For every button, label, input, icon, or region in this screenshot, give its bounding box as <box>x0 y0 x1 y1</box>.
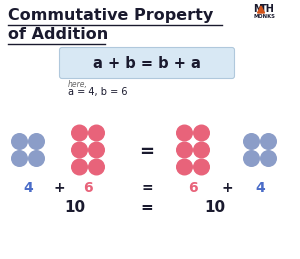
Circle shape <box>177 125 192 141</box>
Polygon shape <box>257 6 265 13</box>
FancyBboxPatch shape <box>59 47 235 78</box>
Circle shape <box>89 159 104 175</box>
Text: of Addition: of Addition <box>8 27 108 42</box>
Circle shape <box>72 142 87 158</box>
Circle shape <box>177 159 192 175</box>
Circle shape <box>261 134 276 149</box>
Text: +: + <box>221 181 233 195</box>
Text: =: = <box>141 181 153 195</box>
Text: Commutative Property: Commutative Property <box>8 8 213 23</box>
Circle shape <box>12 151 27 166</box>
Text: +: + <box>53 181 65 195</box>
Text: a + b = b + a: a + b = b + a <box>93 56 201 71</box>
Text: =: = <box>141 200 153 215</box>
Text: M: M <box>253 4 262 14</box>
Text: 6: 6 <box>188 181 198 195</box>
Circle shape <box>194 159 209 175</box>
Circle shape <box>261 151 276 166</box>
Text: a = 4, b = 6: a = 4, b = 6 <box>68 87 128 97</box>
Text: MONKS: MONKS <box>254 14 276 19</box>
Circle shape <box>29 151 44 166</box>
Circle shape <box>194 142 209 158</box>
Text: 6: 6 <box>83 181 93 195</box>
Circle shape <box>72 125 87 141</box>
Text: 4: 4 <box>23 181 33 195</box>
Circle shape <box>177 142 192 158</box>
Text: here,: here, <box>68 80 88 89</box>
Text: 4: 4 <box>255 181 265 195</box>
Circle shape <box>244 151 259 166</box>
Circle shape <box>194 125 209 141</box>
Text: TH: TH <box>260 4 275 14</box>
Circle shape <box>89 142 104 158</box>
Circle shape <box>12 134 27 149</box>
Text: 10: 10 <box>204 200 226 215</box>
Text: =: = <box>140 143 154 161</box>
Circle shape <box>29 134 44 149</box>
Circle shape <box>244 134 259 149</box>
Circle shape <box>72 159 87 175</box>
Text: 10: 10 <box>64 200 86 215</box>
Circle shape <box>89 125 104 141</box>
